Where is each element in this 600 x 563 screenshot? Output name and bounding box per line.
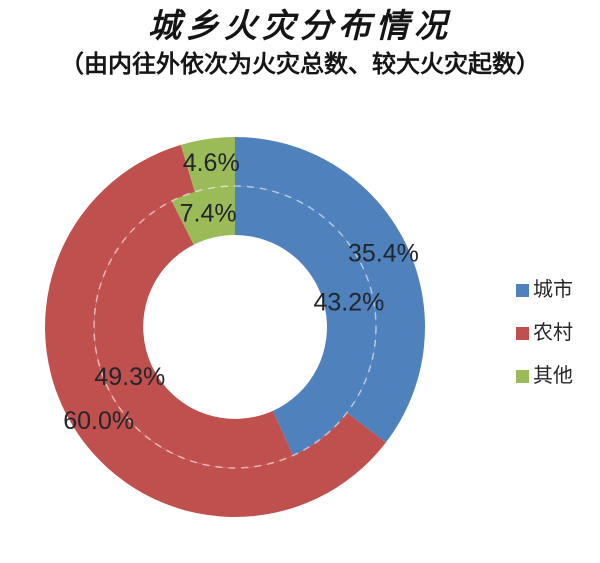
segment-inner-城市 (235, 186, 376, 456)
legend-swatch-city-icon (516, 283, 529, 297)
segment-inner-农村 (94, 201, 294, 468)
data-label-inner-其他: 7.4% (180, 200, 237, 228)
data-label-inner-城市: 43.2% (313, 289, 384, 317)
chart-legend: 城市 农村 其他 (516, 276, 573, 390)
chart-subtitle: （由内往外依次为火灾总数、较大火灾起数） (60, 51, 540, 78)
chart-title: 城乡火灾分布情况 (148, 6, 452, 45)
ring-separator-line (93, 185, 377, 469)
legend-swatch-other-icon (516, 369, 529, 383)
legend-item-city: 城市 (516, 276, 573, 304)
chart-header: 城乡火灾分布情况 （由内往外依次为火灾总数、较大火灾起数） (0, 6, 600, 81)
legend-swatch-rural-icon (516, 326, 529, 340)
data-label-outer-农村: 60.0% (63, 407, 134, 435)
data-label-outer-其他: 4.6% (183, 149, 240, 177)
data-label-outer-城市: 35.4% (348, 240, 419, 268)
legend-label-other: 其他 (533, 365, 573, 387)
segment-outer-其他 (180, 137, 235, 192)
data-label-inner-农村: 49.3% (94, 363, 165, 391)
segment-outer-农村 (45, 144, 386, 517)
legend-label-city: 城市 (533, 279, 573, 301)
legend-item-other: 其他 (516, 362, 573, 390)
legend-item-rural: 农村 (516, 319, 573, 347)
segment-outer-城市 (235, 137, 426, 443)
segment-inner-其他 (171, 186, 235, 245)
legend-label-rural: 农村 (533, 322, 573, 344)
